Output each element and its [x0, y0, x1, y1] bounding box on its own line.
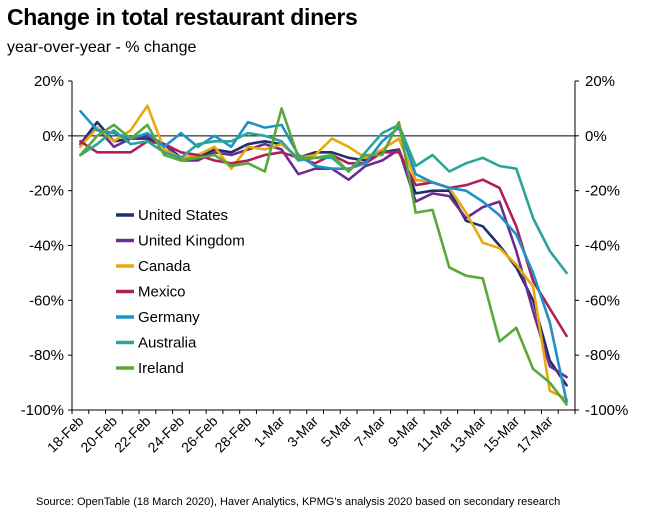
y-tick-label-right: -40% [585, 238, 620, 255]
y-tick-label-right: -100% [585, 402, 628, 419]
legend-label: United States [138, 207, 228, 224]
legend-label: Germany [138, 309, 200, 326]
x-tick-label: 18-Feb [44, 413, 87, 456]
series-lines [79, 104, 568, 406]
legend: United States United Kingdom Canada Mexico G… [116, 207, 245, 377]
legend-label: United Kingdom [138, 233, 245, 250]
y-tick-label-left: -40% [29, 238, 64, 255]
x-tick-label: 1-Mar [251, 413, 288, 450]
y-tick-label-right: -60% [585, 292, 620, 309]
legend-label: Canada [138, 258, 191, 275]
y-tick-label-left: 20% [34, 73, 64, 90]
x-tick-label: 15-Mar [480, 413, 523, 456]
x-tick-label: 26-Feb [178, 413, 221, 456]
y-tick-label-right: 0% [585, 128, 607, 145]
series-line-germany [79, 109, 568, 404]
chart-source-note: Source: OpenTable (18 March 2020), Haver… [36, 496, 561, 508]
chart-subtitle: year-over-year - % change [7, 39, 197, 56]
x-tick-label: 3-Mar [284, 413, 321, 450]
y-tick-label-left: -20% [29, 183, 64, 200]
series-line-canada [79, 104, 568, 401]
x-tick-label: 17-Mar [513, 413, 556, 456]
x-tick-label: 22-Feb [111, 413, 154, 456]
x-tick-label: 24-Feb [144, 413, 187, 456]
y-tick-label-left: -60% [29, 292, 64, 309]
y-tick-label-left: -80% [29, 347, 64, 364]
series-line-ireland [79, 107, 568, 406]
y-tick-label-left: -100% [21, 402, 64, 419]
x-tick-label: 28-Feb [211, 413, 254, 456]
y-tick-label-left: 0% [42, 128, 64, 145]
x-tick-label: 5-Mar [318, 413, 355, 450]
y-tick-label-right: -20% [585, 183, 620, 200]
legend-label: Australia [138, 335, 197, 352]
chart-title: Change in total restaurant diners [7, 4, 358, 30]
y-tick-label-right: -80% [585, 347, 620, 364]
x-tick-label: 20-Feb [77, 413, 120, 456]
y-tick-label-right: 20% [585, 73, 615, 90]
x-tick-label: 13-Mar [446, 413, 489, 456]
legend-label: Mexico [138, 284, 186, 301]
legend-label: Ireland [138, 360, 184, 377]
x-tick-label: 7-Mar [351, 413, 388, 450]
